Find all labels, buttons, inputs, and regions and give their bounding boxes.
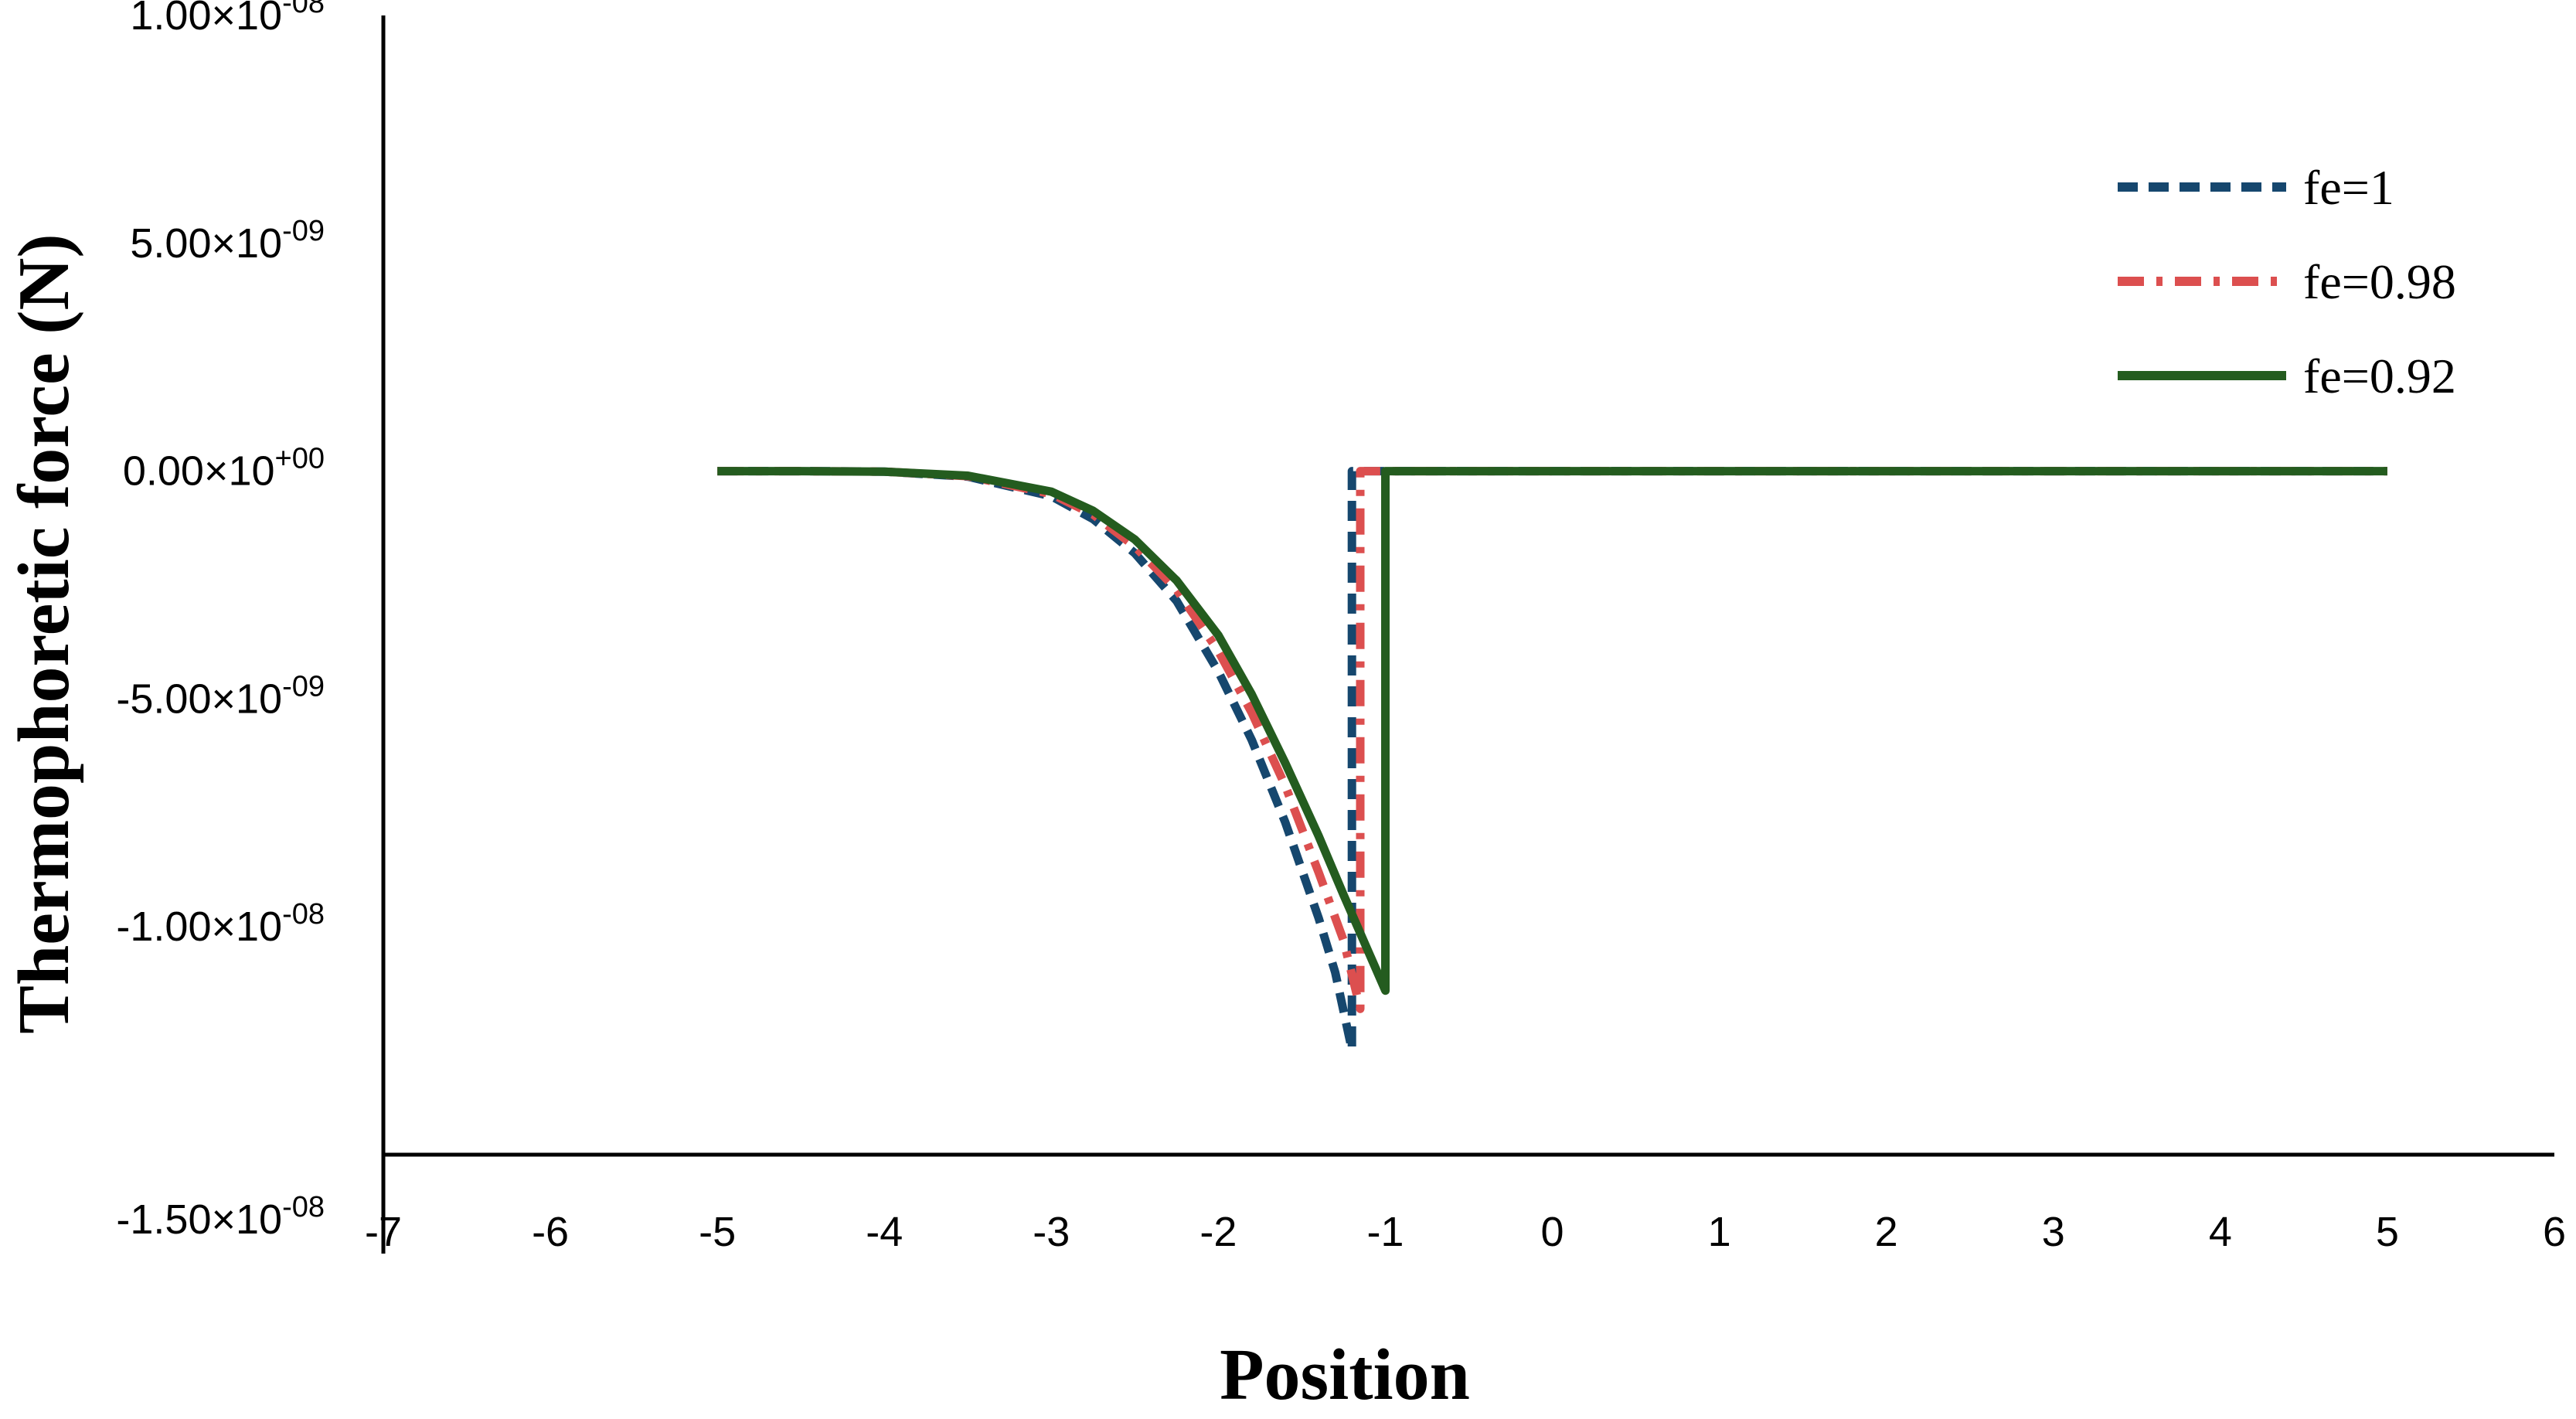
y-tick-exponent: +00 <box>275 443 325 475</box>
y-tick-exponent: -08 <box>282 898 325 931</box>
x-tick-label: -7 <box>365 1209 402 1255</box>
x-tick-label: 3 <box>2042 1209 2065 1255</box>
x-tick-label: -2 <box>1200 1209 1237 1255</box>
x-tick-label: 6 <box>2543 1209 2566 1255</box>
y-tick-mantissa: 5.00×10 <box>130 220 282 267</box>
x-tick-label: 1 <box>1708 1209 1731 1255</box>
x-tick-label: 0 <box>1541 1209 1564 1255</box>
y-tick-label: 0.00×10+00 <box>123 443 325 495</box>
x-tick-label: 4 <box>2209 1209 2232 1255</box>
y-tick-label: -1.50×10-08 <box>116 1191 325 1243</box>
y-tick-exponent: -08 <box>282 1191 325 1223</box>
y-tick-labels: 1.00×10-085.00×10-090.00×10+00-5.00×10-0… <box>116 0 325 1243</box>
series-line-2 <box>717 467 2387 1013</box>
x-tick-labels: -7 -6 -5 -4 -3 -2 -1 0 1 2 3 4 5 6 <box>365 1209 2566 1255</box>
y-tick-exponent: -09 <box>282 215 325 247</box>
y-tick-label: -5.00×10-09 <box>116 670 325 722</box>
y-tick-exponent: -08 <box>282 0 325 19</box>
x-axis-title: Position <box>1220 1335 1470 1415</box>
series-line-1 <box>717 467 2387 1054</box>
x-tick-label: -3 <box>1033 1209 1070 1255</box>
y-tick-mantissa: 1.00×10 <box>130 0 282 39</box>
y-tick-label: -1.00×10-08 <box>116 898 325 950</box>
y-tick-exponent: -09 <box>282 670 325 703</box>
y-tick-mantissa: -1.00×10 <box>116 903 282 950</box>
x-tick-label: -6 <box>532 1209 569 1255</box>
y-tick-label: 1.00×10-08 <box>130 0 325 39</box>
series-line-3 <box>717 467 2387 995</box>
y-axis-title: Thermophoretic force (N) <box>4 233 84 1033</box>
legend-label-3: fe=0.92 <box>2303 349 2456 403</box>
x-tick-label: -4 <box>866 1209 903 1255</box>
x-tick-label: 2 <box>1875 1209 1898 1255</box>
y-tick-mantissa: 0.00×10 <box>123 448 275 495</box>
legend-label-1: fe=1 <box>2303 160 2394 215</box>
legend-label-2: fe=0.98 <box>2303 254 2456 309</box>
y-tick-mantissa: -5.00×10 <box>116 675 282 722</box>
legend: fe=1 fe=0.98 fe=0.92 <box>2118 160 2456 403</box>
x-tick-label: -5 <box>699 1209 736 1255</box>
y-tick-mantissa: -1.50×10 <box>116 1196 282 1243</box>
x-tick-label: 5 <box>2376 1209 2399 1255</box>
y-tick-label: 5.00×10-09 <box>130 215 325 267</box>
plot-lines <box>717 467 2387 1054</box>
x-tick-label: -1 <box>1366 1209 1404 1255</box>
axes <box>381 15 2554 1254</box>
